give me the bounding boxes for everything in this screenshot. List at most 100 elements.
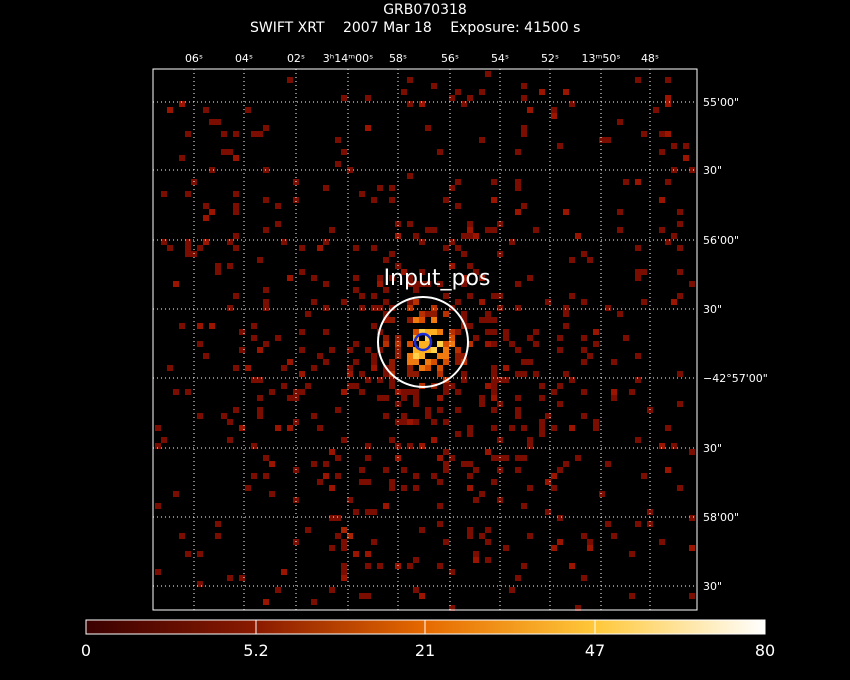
photon-pixel [389,305,395,311]
photon-pixel [251,443,257,449]
photon-pixels [155,71,695,611]
photon-pixel [347,365,353,371]
photon-pixel [407,77,413,83]
photon-pixel [497,377,503,383]
photon-pixel [173,491,179,497]
photon-pixel [413,395,419,401]
photon-pixel [557,383,563,389]
photon-pixel [677,269,683,275]
photon-pixel [419,443,425,449]
photon-pixel [449,329,455,335]
photon-pixel [659,197,665,203]
photon-pixel [467,425,473,431]
photon-pixel [503,455,509,461]
photon-pixel [413,587,419,593]
photon-pixel [563,305,569,311]
photon-pixel [611,533,617,539]
photon-pixel [209,167,215,173]
photon-pixel [431,347,437,353]
photon-pixel [383,317,389,323]
photon-pixel [389,317,395,323]
photon-pixel [545,299,551,305]
photon-pixel [467,485,473,491]
photon-pixel [377,275,383,281]
photon-pixel [467,341,473,347]
photon-pixel [221,131,227,137]
photon-pixel [227,437,233,443]
photon-pixel [491,371,497,377]
photon-pixel [671,143,677,149]
photon-pixel [581,299,587,305]
photon-pixel [521,503,527,509]
photon-pixel [665,467,671,473]
photon-pixel [455,347,461,353]
photon-pixel [617,209,623,215]
photon-pixel [275,335,281,341]
photon-pixel [407,389,413,395]
photon-pixel [299,347,305,353]
photon-pixel [371,323,377,329]
photon-pixel [263,599,269,605]
photon-pixel [665,101,671,107]
photon-pixel [359,479,365,485]
photon-pixel [473,497,479,503]
photon-pixel [407,317,413,323]
photon-pixel [653,107,659,113]
photon-pixel [287,359,293,365]
photon-pixel [377,347,383,353]
photon-pixel [359,389,365,395]
photon-pixel [413,299,419,305]
dec-tick-label: 55'00" [703,96,739,109]
photon-pixel [677,293,683,299]
photon-pixel [341,569,347,575]
photon-pixel [353,245,359,251]
photon-pixel [437,521,443,527]
photon-pixel [509,425,515,431]
photon-pixel [635,269,641,275]
photon-pixel [587,353,593,359]
photon-pixel [617,119,623,125]
photon-pixel [227,305,233,311]
photon-pixel [329,545,335,551]
photon-pixel [233,293,239,299]
photon-pixel [443,449,449,455]
photon-pixel [461,461,467,467]
photon-pixel [413,401,419,407]
photon-pixel [275,203,281,209]
photon-pixel [413,281,419,287]
photon-pixel [503,545,509,551]
photon-pixel [317,353,323,359]
photon-pixel [431,83,437,89]
photon-pixel [413,359,419,365]
photon-pixel [413,419,419,425]
photon-pixel [629,593,635,599]
photon-pixel [491,425,497,431]
photon-pixel [443,245,449,251]
photon-pixel [389,437,395,443]
photon-pixel [359,593,365,599]
photon-pixel [371,353,377,359]
photon-pixel [425,125,431,131]
photon-pixel [605,521,611,527]
photon-pixel [461,233,467,239]
photon-pixel [257,377,263,383]
photon-pixel [467,293,473,299]
photon-pixel [455,245,461,251]
photon-pixel [689,593,695,599]
photon-pixel [413,347,419,353]
photon-pixel [203,107,209,113]
photon-pixel [527,437,533,443]
photon-pixel [161,191,167,197]
photon-pixel [437,407,443,413]
photon-pixel [281,569,287,575]
photon-pixel [389,251,395,257]
photon-pixel [341,149,347,155]
photon-pixel [389,479,395,485]
photon-pixel [419,341,425,347]
photon-pixel [269,461,275,467]
photon-pixel [425,407,431,413]
photon-pixel [251,377,257,383]
photon-pixel [341,545,347,551]
photon-pixel [539,425,545,431]
photon-pixel [377,377,383,383]
